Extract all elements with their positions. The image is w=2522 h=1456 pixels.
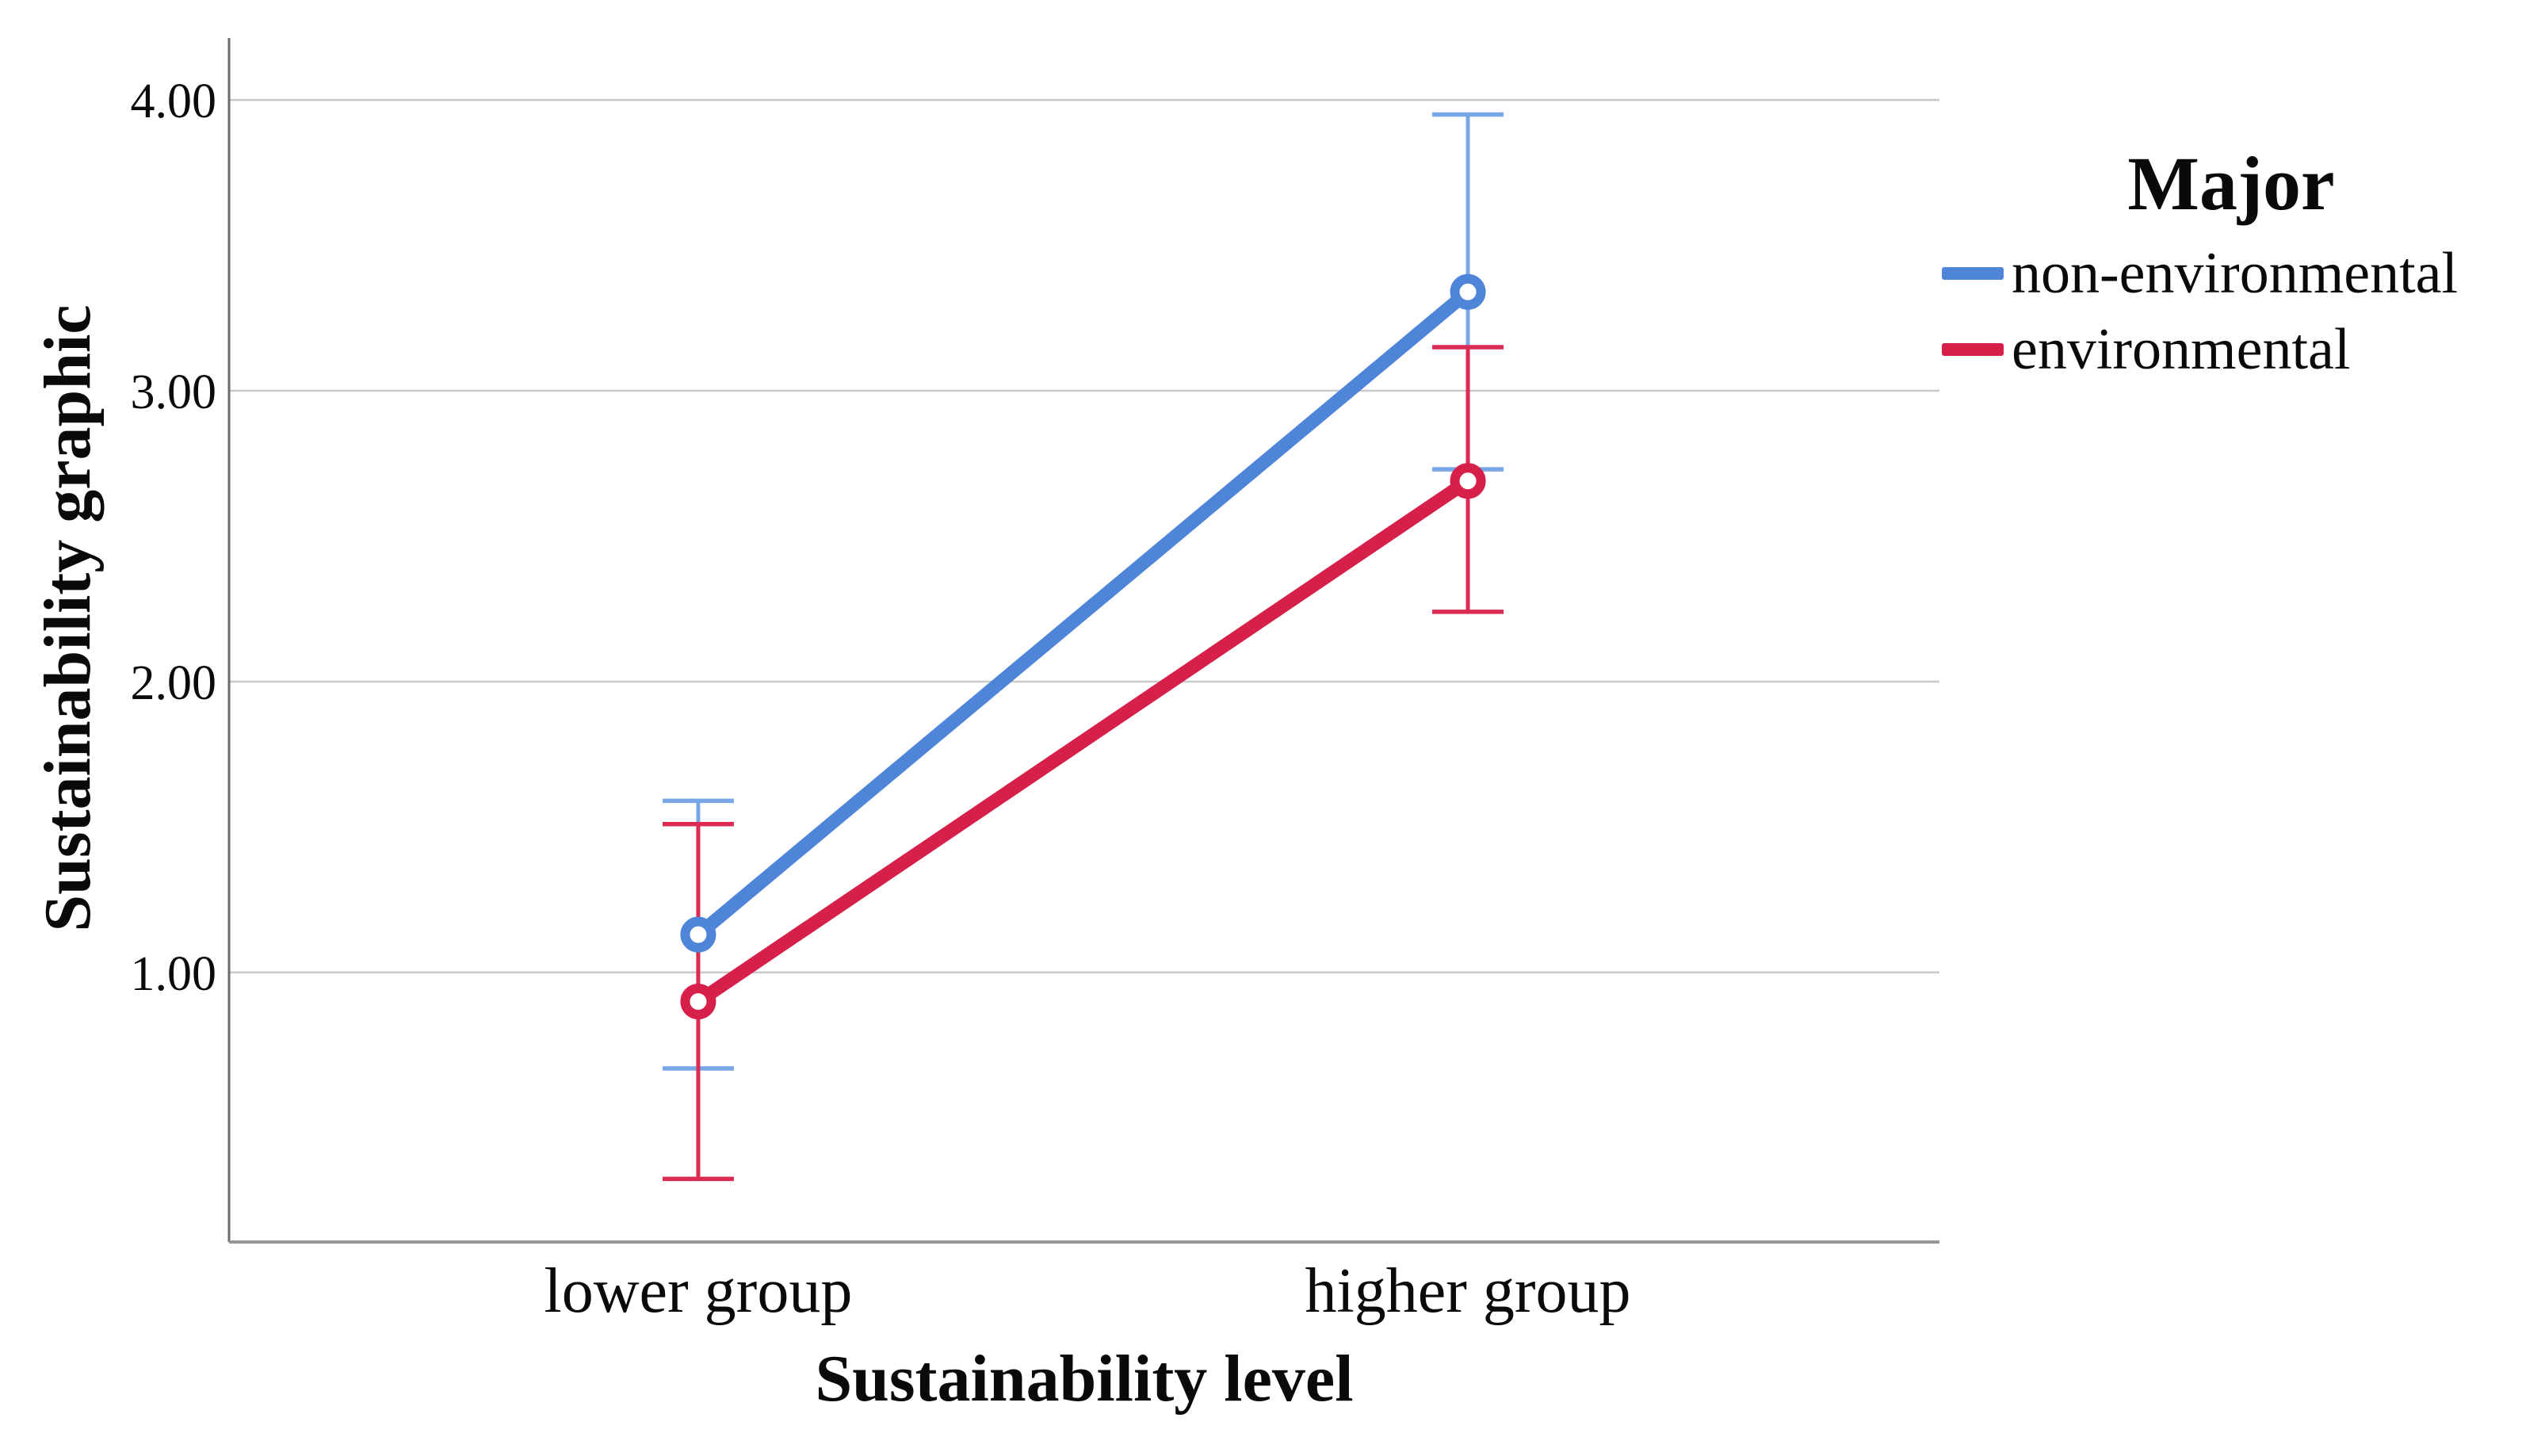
series-marker-non-environmental (1450, 273, 1486, 310)
series-marker-environmental (1450, 463, 1486, 499)
y-axis-title: Sustainability graphic (31, 304, 105, 932)
y-tick-label: 4.00 (131, 75, 217, 128)
x-axis-title: Sustainability level (815, 1342, 1354, 1416)
legend-label: non-environmental (2012, 241, 2459, 306)
legend: Major non-environmental environmental (1942, 146, 2520, 388)
legend-item: environmental (1942, 311, 2520, 388)
x-category-label: higher group (1305, 1256, 1631, 1326)
legend-title: Major (2127, 141, 2335, 226)
y-tick-label: 2.00 (131, 656, 217, 710)
y-tick-label: 1.00 (131, 947, 217, 1001)
series-line-environmental (694, 475, 1472, 1007)
series-line-non-environmental (694, 286, 1473, 940)
legend-swatch-icon (1942, 267, 2004, 280)
x-category-label: lower group (545, 1256, 853, 1326)
series-marker-non-environmental (680, 916, 716, 953)
legend-label: environmental (2012, 317, 2351, 382)
y-tick-label: 3.00 (131, 365, 217, 419)
legend-items: non-environmental environmental (1942, 235, 2520, 388)
series-marker-environmental (680, 984, 716, 1020)
legend-item: non-environmental (1942, 235, 2520, 311)
legend-swatch-icon (1942, 343, 2004, 356)
